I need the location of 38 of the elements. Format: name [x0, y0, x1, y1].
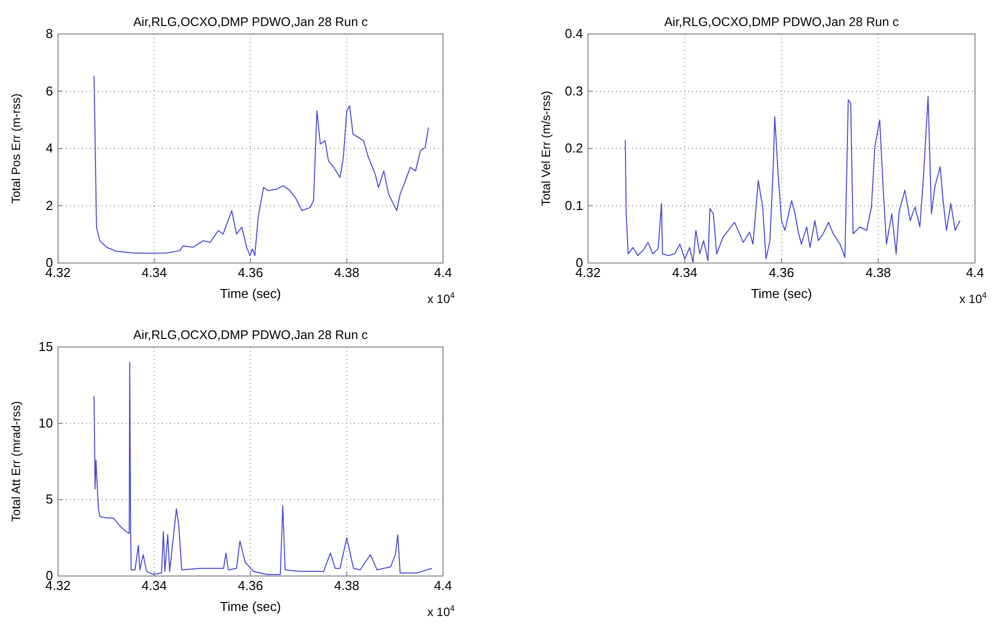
x-tick-label: 4.34	[142, 265, 167, 280]
y-tick-label: 0.1	[564, 198, 583, 213]
x-tick-label: 4.36	[238, 578, 264, 593]
x-tick-label: 4.38	[334, 578, 360, 593]
x-tick-label: 4.4	[434, 265, 452, 280]
x-tick-label: 4.34	[142, 578, 167, 593]
x-axis-title: Time (sec)	[220, 286, 281, 301]
x-tick-label: 4.38	[866, 265, 891, 280]
x-tick-label: 4.34	[672, 265, 698, 280]
y-tick-label: 10	[38, 415, 53, 430]
x-tick-label: 4.4	[434, 578, 452, 593]
line-series	[94, 75, 430, 256]
x-axis-title: Time (sec)	[220, 599, 281, 614]
x-tick-label: 4.36	[768, 265, 794, 280]
y-tick-label: 0.3	[564, 83, 583, 98]
line-series	[624, 96, 961, 263]
x-tick-label: 4.4	[966, 265, 984, 280]
text: x 10$^{4}$	[427, 290, 456, 306]
text: x 10$^{4}$	[959, 290, 988, 306]
y-axis-title: Total Att Err (mrad-rss)	[9, 401, 23, 522]
y-tick-label: 15	[38, 339, 53, 354]
y-axis-title: Total Vel Err (m/s-rss)	[539, 90, 553, 206]
y-tick-label: 2	[46, 198, 53, 213]
text: x 10$^{4}$	[427, 603, 456, 619]
y-tick-label: 8	[46, 26, 53, 41]
line-series	[94, 362, 432, 575]
y-tick-label: 5	[46, 492, 53, 507]
y-tick-label: 0.4	[564, 26, 583, 41]
y-tick-label: 4	[46, 140, 53, 156]
chart-title: Air,RLG,OCXO,DMP PDWO,Jan 28 Run c	[133, 328, 368, 342]
y-tick-label: 0.2	[564, 140, 583, 156]
chart-title: Air,RLG,OCXO,DMP PDWO,Jan 28 Run c	[133, 15, 368, 29]
x-axis-title: Time (sec)	[751, 286, 812, 301]
y-axis-title: Total Pos Err (m-rss)	[9, 93, 23, 204]
x-tick-label: 4.38	[334, 265, 360, 280]
y-tick-label: 6	[46, 83, 53, 98]
chart-title: Air,RLG,OCXO,DMP PDWO,Jan 28 Run c	[664, 15, 899, 29]
x-tick-label: 4.36	[238, 265, 264, 280]
